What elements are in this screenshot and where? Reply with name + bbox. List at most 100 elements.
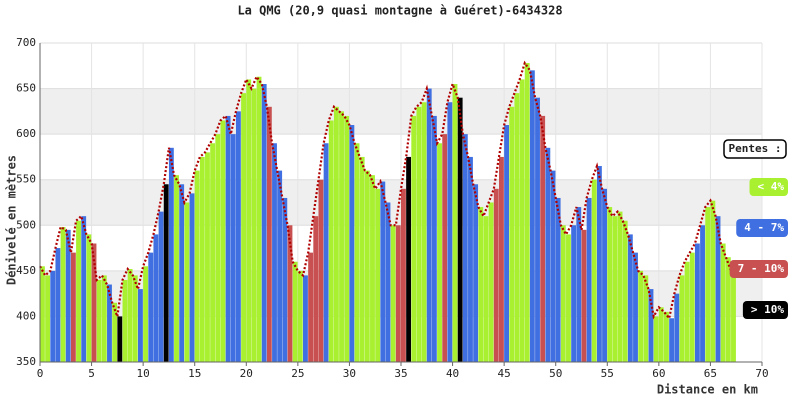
- bar: [700, 225, 705, 362]
- bar: [323, 143, 329, 362]
- bar: [205, 152, 210, 362]
- bar: [401, 188, 406, 362]
- bar: [70, 252, 76, 362]
- bar: [137, 289, 143, 362]
- bar: [622, 220, 628, 362]
- x-tick-label: 45: [498, 367, 511, 380]
- x-tick-label: 40: [446, 367, 459, 380]
- bar: [220, 120, 226, 362]
- bar: [65, 229, 71, 362]
- bar: [725, 257, 731, 362]
- bar: [483, 216, 489, 362]
- chart-title: La QMG (20,9 quasi montagne à Guéret)-64…: [237, 4, 562, 18]
- x-tick-label: 35: [394, 367, 407, 380]
- bar: [143, 266, 148, 362]
- bar: [261, 84, 267, 362]
- bar: [122, 279, 128, 362]
- bar: [354, 143, 360, 362]
- bar: [349, 125, 355, 363]
- bar: [514, 93, 520, 362]
- bar: [478, 207, 484, 362]
- bar: [328, 120, 334, 362]
- bar: [689, 252, 695, 362]
- bar: [251, 88, 257, 363]
- bar: [627, 234, 633, 362]
- x-tick-label: 60: [652, 367, 665, 380]
- bar: [174, 175, 179, 362]
- bar: [452, 84, 458, 362]
- bar: [529, 70, 535, 362]
- bar: [189, 193, 195, 362]
- bar: [674, 293, 680, 362]
- x-tick-label: 70: [755, 367, 768, 380]
- bar: [148, 252, 154, 362]
- bar: [524, 63, 530, 363]
- x-tick-label: 0: [37, 367, 44, 380]
- bar: [230, 134, 236, 362]
- bar: [612, 216, 618, 362]
- x-tick-label: 50: [549, 367, 562, 380]
- bars: [40, 63, 736, 363]
- bar: [576, 207, 582, 362]
- bar: [643, 275, 649, 362]
- bar: [545, 147, 551, 362]
- legend-swatch: [742, 301, 788, 319]
- bar: [60, 227, 66, 362]
- x-tick-label: 65: [704, 367, 717, 380]
- bar: [91, 243, 97, 362]
- bar: [55, 248, 61, 362]
- bar: [179, 184, 185, 362]
- bar: [473, 184, 479, 362]
- bar: [303, 275, 308, 362]
- bar: [540, 115, 546, 363]
- bar: [199, 156, 205, 362]
- legend-title: Pentes :: [729, 142, 782, 155]
- bar: [112, 302, 118, 362]
- bar: [509, 106, 515, 362]
- bar: [163, 184, 169, 362]
- bar: [607, 207, 613, 362]
- bar: [40, 266, 45, 362]
- bar: [638, 270, 644, 362]
- bar: [457, 97, 463, 362]
- bar: [535, 97, 540, 362]
- bar: [586, 197, 592, 362]
- bar: [581, 229, 587, 362]
- bar: [107, 284, 112, 362]
- bar: [86, 234, 92, 362]
- bar: [272, 143, 277, 362]
- legend-swatch: [749, 178, 788, 196]
- bar: [617, 211, 623, 362]
- bar: [395, 225, 401, 362]
- bar: [359, 156, 365, 362]
- bar: [596, 166, 602, 362]
- legend-swatch: [729, 260, 788, 278]
- bar: [468, 156, 473, 362]
- bar: [633, 252, 638, 362]
- y-tick-label: 700: [16, 36, 36, 49]
- bar: [560, 225, 566, 362]
- bar: [96, 279, 102, 362]
- bar: [246, 79, 252, 362]
- bar: [488, 202, 494, 362]
- x-tick-label: 15: [188, 367, 201, 380]
- bar: [694, 243, 700, 362]
- y-tick-label: 600: [16, 127, 36, 140]
- x-axis-title: Distance en km: [657, 383, 758, 397]
- bar: [132, 275, 138, 362]
- bar: [50, 270, 56, 362]
- bar: [127, 269, 133, 362]
- bar: [462, 134, 468, 362]
- bar: [447, 102, 453, 362]
- y-tick-label: 550: [16, 173, 36, 186]
- bar: [550, 170, 556, 362]
- bar: [426, 88, 432, 363]
- bar: [731, 270, 736, 362]
- bar: [679, 275, 685, 362]
- bar: [648, 289, 654, 362]
- bar: [669, 318, 675, 362]
- bar: [411, 115, 417, 363]
- bar: [282, 197, 288, 362]
